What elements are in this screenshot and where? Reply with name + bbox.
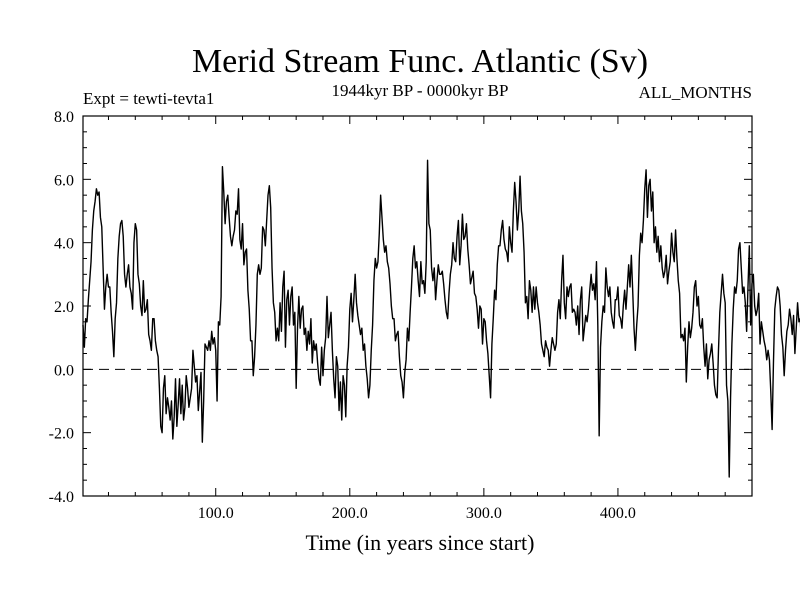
x-tick-label: 300.0 [466,505,502,522]
y-tick-label: -4.0 [49,489,74,506]
y-tick-label: 6.0 [54,172,74,189]
x-tick-label: 100.0 [198,505,234,522]
chart-title: Merid Stream Func. Atlantic (Sv) [192,43,648,80]
x-tick-label: 400.0 [600,505,636,522]
months-label: ALL_MONTHS [639,83,752,102]
x-axis-label: Time (in years since start) [306,530,535,555]
y-axis-ticks: -4.0 -2.0 0.0 2.0 4.0 6.0 8.0 [49,109,752,506]
plot-frame [82,115,753,497]
x-axis-ticks: 100.0 200.0 300.0 400.0 [107,116,726,522]
series-line [82,159,800,478]
x-tick-label: 200.0 [332,505,368,522]
y-tick-label: -2.0 [49,426,74,443]
y-tick-label: 2.0 [54,299,74,316]
y-tick-label: 4.0 [54,236,74,253]
y-tick-label: 8.0 [54,109,74,126]
y-tick-label: 0.0 [54,362,74,379]
experiment-label: Expt = tewti-tevta1 [83,89,214,108]
chart-subtitle: 1944kyr BP - 0000kyr BP [332,81,509,100]
